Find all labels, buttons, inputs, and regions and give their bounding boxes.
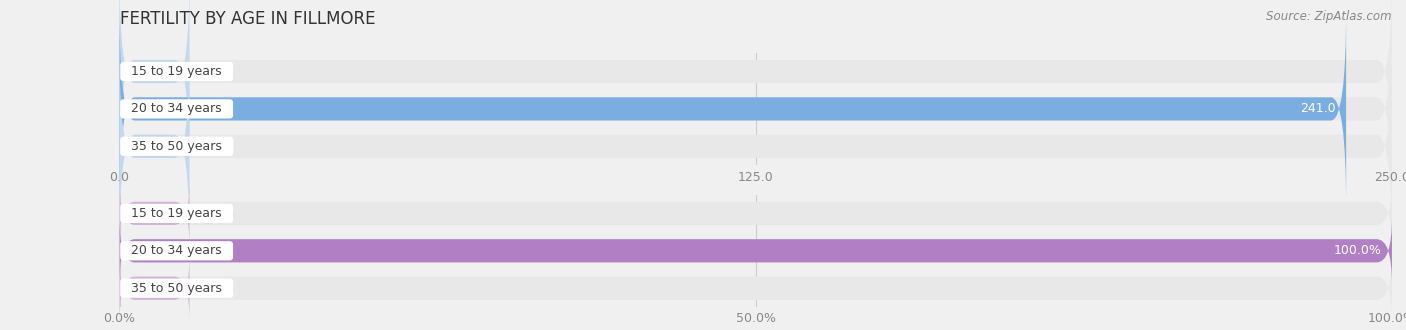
Text: FERTILITY BY AGE IN FILLMORE: FERTILITY BY AGE IN FILLMORE [120, 10, 375, 28]
FancyBboxPatch shape [120, 0, 190, 172]
Text: 0.0: 0.0 [202, 65, 222, 78]
Text: 0.0%: 0.0% [202, 282, 235, 295]
Text: 15 to 19 years: 15 to 19 years [124, 207, 231, 220]
Text: 0.0%: 0.0% [202, 207, 235, 220]
FancyBboxPatch shape [120, 255, 190, 321]
FancyBboxPatch shape [120, 8, 1392, 210]
FancyBboxPatch shape [120, 180, 1392, 247]
Text: 100.0%: 100.0% [1334, 244, 1382, 257]
Text: 35 to 50 years: 35 to 50 years [124, 140, 231, 153]
FancyBboxPatch shape [120, 8, 1346, 210]
Text: 0.0: 0.0 [202, 140, 222, 153]
Text: 241.0: 241.0 [1301, 102, 1336, 115]
FancyBboxPatch shape [120, 46, 1392, 247]
FancyBboxPatch shape [120, 217, 1392, 284]
Text: 15 to 19 years: 15 to 19 years [124, 65, 231, 78]
FancyBboxPatch shape [120, 0, 1392, 172]
Text: 20 to 34 years: 20 to 34 years [124, 244, 231, 257]
Text: 35 to 50 years: 35 to 50 years [124, 282, 231, 295]
FancyBboxPatch shape [120, 46, 190, 247]
FancyBboxPatch shape [120, 217, 1392, 284]
FancyBboxPatch shape [120, 180, 190, 247]
FancyBboxPatch shape [120, 255, 1392, 321]
Text: 20 to 34 years: 20 to 34 years [124, 102, 231, 115]
Text: Source: ZipAtlas.com: Source: ZipAtlas.com [1267, 10, 1392, 23]
